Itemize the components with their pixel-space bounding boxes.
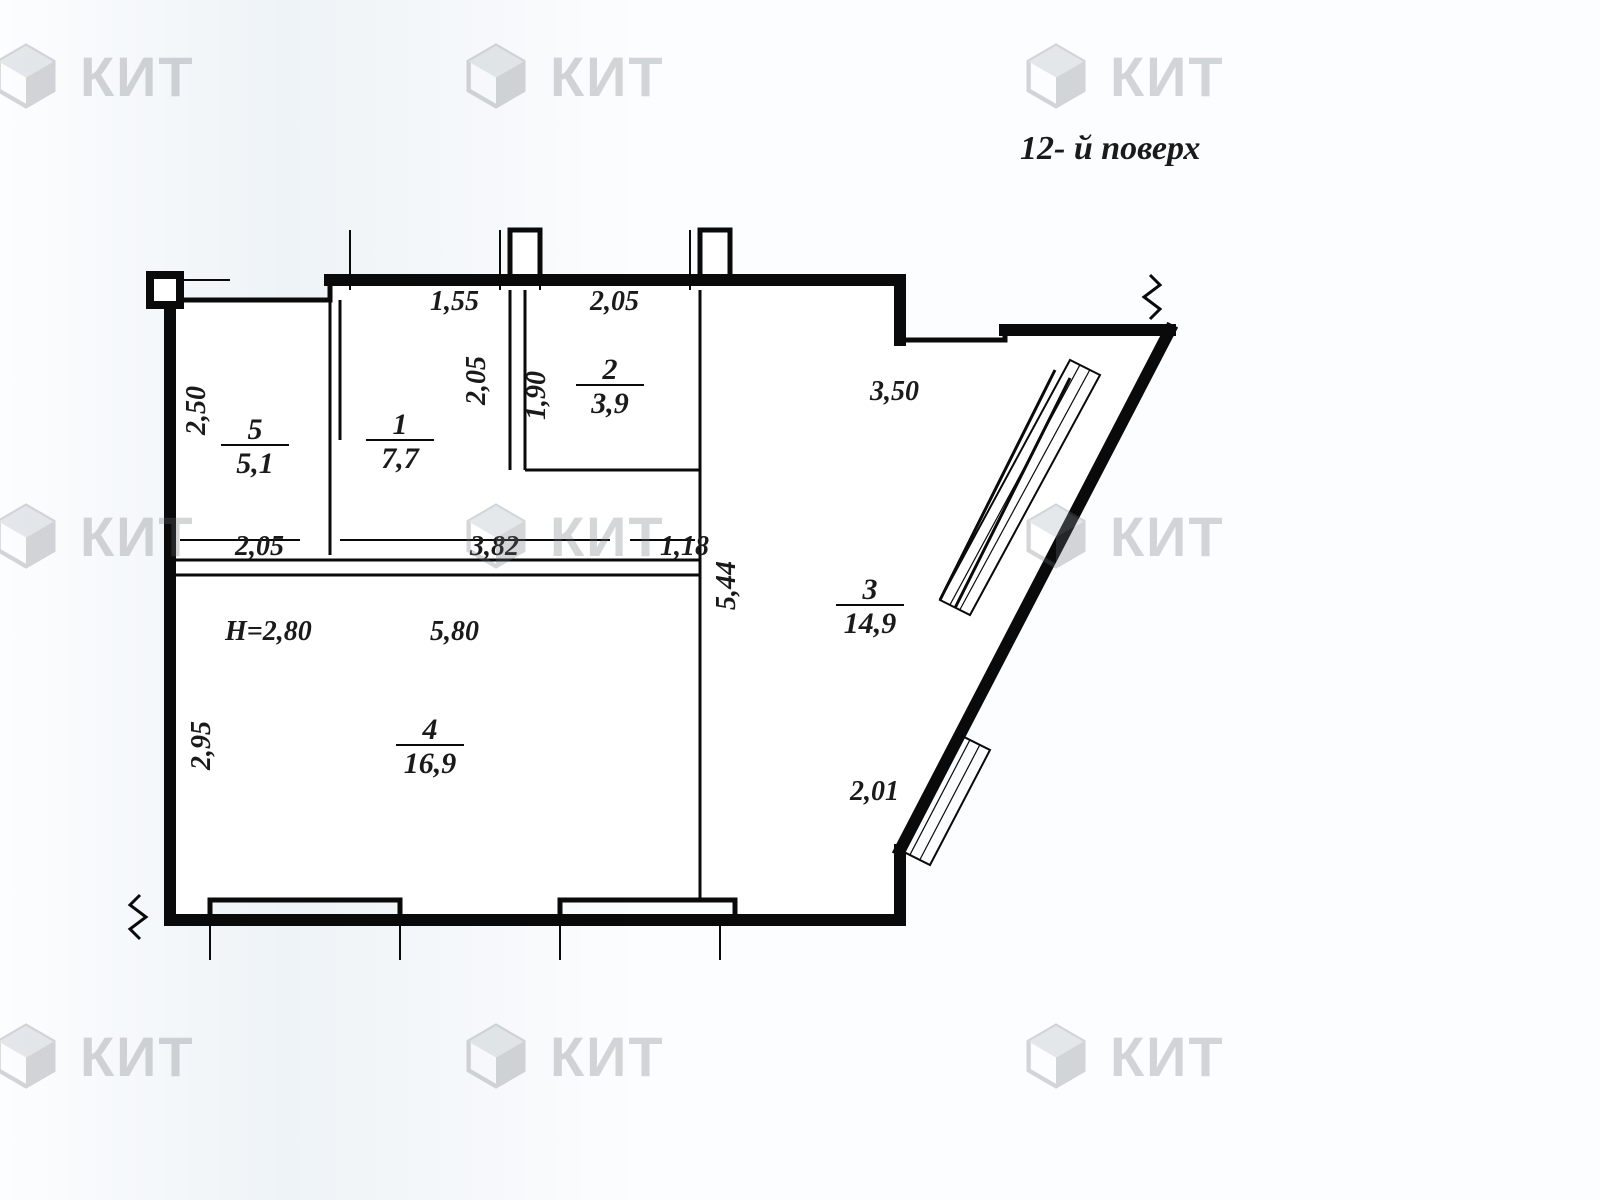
dimension-label: 5,80 [430, 616, 479, 647]
dimension-label: 2,01 [849, 776, 899, 807]
dimension-label: 2,50 [181, 386, 212, 436]
dimension-label: 1,55 [430, 286, 479, 317]
dimension-label: 2,95 [186, 721, 217, 771]
dimension-label: 3,50 [869, 376, 919, 407]
room-area: 16,9 [404, 747, 457, 780]
break-mark-icon [1144, 275, 1160, 319]
floorplan: 1,55 2,05 2,05 1,90 2,50 2,05 3,82 1,18 3,50 5,44… [130, 230, 1170, 960]
break-mark-icon [130, 895, 146, 939]
dimension-label: 2,05 [234, 531, 284, 562]
room-number: 2 [602, 353, 618, 386]
floor-title: 12- й поверх [1020, 130, 1200, 168]
room-area: 5,1 [236, 447, 274, 480]
dimension-label: 5,44 [711, 561, 742, 610]
column [150, 275, 180, 305]
dimension-label: 1,90 [521, 371, 552, 420]
room-area: 14,9 [844, 607, 897, 640]
room-number: 4 [422, 713, 438, 746]
dimension-label: 1,18 [660, 531, 709, 562]
dimension-label: 2,05 [589, 286, 639, 317]
room-number: 1 [393, 408, 408, 441]
dimension-label: H=2,80 [224, 616, 312, 647]
room-number: 5 [248, 413, 263, 446]
room-area: 7,7 [381, 442, 420, 475]
dimension-label: 3,82 [469, 531, 519, 562]
floorplan-svg: 1,55 2,05 2,05 1,90 2,50 2,05 3,82 1,18 3,50 5,44… [0, 0, 1600, 1200]
dimension-label: 2,05 [461, 356, 492, 406]
sheet: КИТКИТКИТКИТКИТКИТКИТКИТКИТ 12- й поверх… [0, 0, 1600, 1200]
room-area: 3,9 [590, 387, 629, 420]
room-number: 3 [862, 573, 878, 606]
